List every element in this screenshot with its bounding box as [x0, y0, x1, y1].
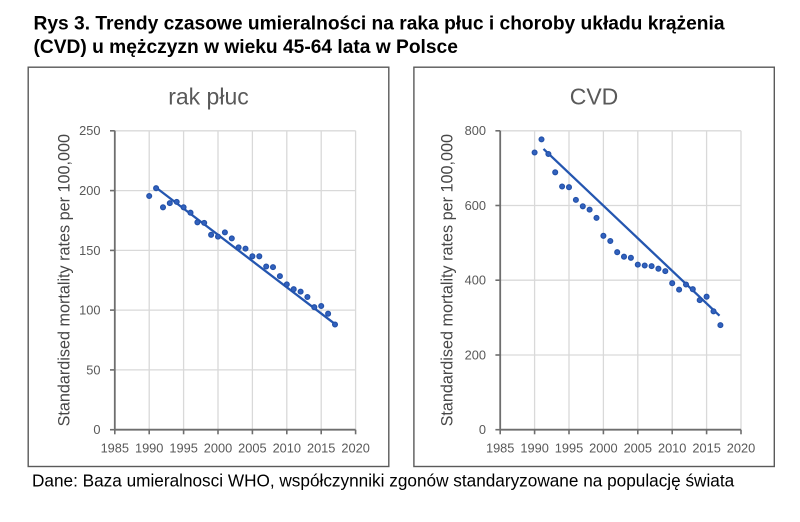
svg-text:2015: 2015 — [692, 440, 720, 455]
svg-text:2010: 2010 — [273, 440, 301, 455]
svg-text:2000: 2000 — [204, 440, 232, 455]
svg-text:(CVD) u mężczyzn w wieku 45-64: (CVD) u mężczyzn w wieku 45-64 lata w Po… — [34, 37, 459, 58]
svg-text:Standardised mortality rates p: Standardised mortality rates per 100,000 — [56, 134, 74, 426]
svg-text:CVD: CVD — [570, 83, 619, 109]
svg-text:150: 150 — [79, 243, 100, 258]
svg-text:2020: 2020 — [341, 440, 369, 455]
svg-text:2020: 2020 — [727, 440, 755, 455]
svg-text:2015: 2015 — [307, 440, 335, 455]
svg-text:Dane: Baza umieralnosci WHO, w: Dane: Baza umieralnosci WHO, współczynni… — [32, 471, 735, 491]
svg-text:600: 600 — [465, 198, 486, 213]
svg-text:2000: 2000 — [589, 440, 617, 455]
svg-text:Rys 3. Trendy czasowe umieraln: Rys 3. Trendy czasowe umieralności na ra… — [34, 13, 725, 34]
svg-text:400: 400 — [465, 273, 486, 288]
svg-text:200: 200 — [79, 183, 100, 198]
svg-text:rak płuc: rak płuc — [168, 83, 249, 109]
svg-text:1990: 1990 — [520, 440, 548, 455]
svg-text:Standardised mortality rates p: Standardised mortality rates per 100,000 — [439, 134, 457, 426]
svg-text:1995: 1995 — [555, 440, 583, 455]
svg-text:100: 100 — [79, 303, 100, 318]
svg-text:200: 200 — [465, 347, 486, 362]
svg-text:2005: 2005 — [624, 440, 652, 455]
svg-text:1985: 1985 — [101, 440, 129, 455]
svg-text:800: 800 — [465, 123, 486, 138]
svg-text:1985: 1985 — [486, 440, 514, 455]
svg-text:50: 50 — [86, 362, 100, 377]
svg-text:0: 0 — [93, 422, 100, 437]
svg-text:2010: 2010 — [658, 440, 686, 455]
svg-text:1995: 1995 — [169, 440, 197, 455]
svg-text:1990: 1990 — [135, 440, 163, 455]
svg-text:250: 250 — [79, 123, 100, 138]
svg-text:0: 0 — [479, 422, 486, 437]
svg-text:2005: 2005 — [238, 440, 266, 455]
